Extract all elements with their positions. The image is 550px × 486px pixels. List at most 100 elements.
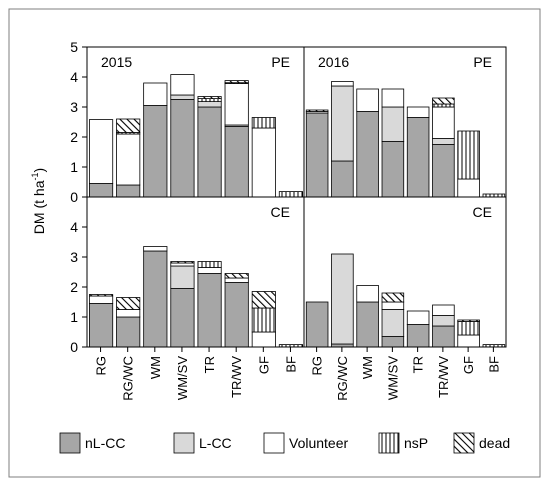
axes: 0 1 2 3 4 5 0 1 2 3 4 RG RG/WC WM WM/SV TR TR/WV GF BF RG RG… bbox=[70, 39, 507, 401]
x-tick-label: WM bbox=[148, 356, 163, 379]
bar-segment-vol bbox=[88, 295, 114, 304]
y-tick-label: 1 bbox=[70, 159, 78, 175]
y-tick-label: 4 bbox=[70, 219, 78, 235]
bar-segment-vol bbox=[170, 262, 195, 267]
x-tick-label: TR/WV bbox=[229, 356, 244, 398]
legend: nL-CC L-CC Volunteer nsP dead bbox=[59, 432, 510, 454]
bar-segment-nlcc bbox=[406, 117, 430, 198]
bar-segment-lcc bbox=[381, 106, 405, 142]
bar-segment-vol bbox=[224, 277, 249, 283]
x-tick-label: WM/SV bbox=[385, 356, 400, 400]
panel-2016-PE: PE 2016 bbox=[305, 54, 506, 198]
x-tick-label: GF bbox=[256, 356, 271, 374]
bar-segment-dead bbox=[251, 291, 276, 309]
y-tick-label: 3 bbox=[70, 249, 78, 265]
bar-segment-nlcc bbox=[197, 106, 222, 198]
bar-segment-lcc bbox=[197, 101, 222, 108]
legend-swatch bbox=[378, 432, 400, 454]
panel-corner-label: CE bbox=[473, 204, 492, 220]
bar-segment-lcc bbox=[170, 265, 195, 289]
bar-segment-dead bbox=[381, 292, 405, 303]
legend-label: L-CC bbox=[199, 435, 232, 451]
x-tick-label: RG/WC bbox=[121, 356, 136, 401]
x-tick-label: RG bbox=[94, 356, 109, 376]
y-tick-label: 0 bbox=[70, 189, 78, 205]
bar-segment-nlcc bbox=[116, 316, 141, 348]
legend-swatch bbox=[59, 432, 81, 454]
bar-segment-vol bbox=[406, 106, 430, 118]
bar-segment-dead bbox=[224, 273, 249, 279]
x-tick-label: RG/WC bbox=[335, 356, 350, 401]
legend-item-vol: Volunteer bbox=[263, 432, 348, 454]
bar-segment-vol bbox=[457, 178, 480, 198]
legend-swatch bbox=[263, 432, 285, 454]
bar-segment-dead bbox=[116, 118, 141, 133]
bar-segment-lcc bbox=[331, 85, 354, 162]
bar-segment-nlcc bbox=[88, 183, 114, 198]
legend-swatch bbox=[173, 432, 195, 454]
bar-segment-nlcc bbox=[356, 111, 379, 198]
bar-segment-vol bbox=[432, 304, 455, 316]
bar-segment-nlcc bbox=[170, 99, 195, 198]
x-tick-label: GF bbox=[461, 356, 476, 374]
figure-outer-border bbox=[8, 8, 541, 478]
bar-segment-nlcc bbox=[432, 144, 455, 198]
bar-segment-dead bbox=[116, 297, 141, 310]
panel-2016-CE: CE bbox=[305, 204, 506, 348]
bar-segment-nsp bbox=[251, 117, 276, 129]
bar-segment-lcc bbox=[331, 253, 354, 345]
y-tick-label: 3 bbox=[70, 99, 78, 115]
panel-year-label: 2015 bbox=[101, 54, 132, 70]
bar-segment-vol bbox=[381, 88, 405, 108]
bar-segment-vol bbox=[197, 267, 222, 274]
bar-segment-nsp bbox=[251, 307, 276, 333]
y-tick-label: 2 bbox=[70, 279, 78, 295]
bar-segment-vol bbox=[457, 334, 480, 348]
bar-segment-nsp bbox=[197, 261, 222, 268]
y-axis-label-sup: -1 bbox=[30, 172, 40, 180]
panels: PE 2015 PE 2016 CE CE bbox=[88, 54, 506, 348]
bar-segment-vol bbox=[251, 331, 276, 348]
y-tick-label: 0 bbox=[70, 339, 78, 355]
bar-segment-dead bbox=[432, 97, 455, 105]
bar-segment-lcc bbox=[432, 138, 455, 145]
panel-corner-label: CE bbox=[271, 204, 290, 220]
bar-segment-nlcc bbox=[305, 301, 329, 348]
legend-swatch bbox=[453, 432, 475, 454]
bar-segment-dead bbox=[88, 294, 114, 297]
y-axis-label-tail: ) bbox=[31, 168, 47, 173]
bar-segment-nlcc bbox=[143, 250, 168, 348]
bar-segment-dead bbox=[197, 96, 222, 99]
bar-segment-nlcc bbox=[197, 273, 222, 348]
legend-label: dead bbox=[479, 435, 510, 451]
bar-segment-vol bbox=[406, 310, 430, 325]
legend-item-nlcc: nL-CC bbox=[59, 432, 125, 454]
y-axis-label-main: DM (t ha bbox=[31, 180, 47, 234]
bar-segment-dead bbox=[305, 109, 329, 112]
x-tick-label: TR bbox=[202, 356, 217, 373]
bar-segment-vol bbox=[170, 74, 195, 96]
legend-label: nsP bbox=[404, 435, 428, 451]
bar-segment-nlcc bbox=[331, 160, 354, 198]
bar-segment-nlcc bbox=[432, 325, 455, 348]
bar-segment-lcc bbox=[381, 309, 405, 337]
x-tick-label: WM bbox=[360, 356, 375, 379]
bar-segment-nlcc bbox=[381, 336, 405, 348]
bar-segment-dead bbox=[224, 80, 249, 84]
legend-item-dead: dead bbox=[453, 432, 510, 454]
bar-segment-nsp bbox=[197, 98, 222, 102]
bar-segment-lcc bbox=[432, 315, 455, 327]
bar-segment-vol bbox=[432, 106, 455, 139]
bar-segment-nlcc bbox=[224, 282, 249, 348]
bar-segment-nsp bbox=[278, 191, 304, 198]
bar-segment-vol bbox=[356, 88, 379, 112]
x-tick-label: BF bbox=[486, 356, 501, 373]
bar-segment-nlcc bbox=[356, 301, 379, 348]
bar-segment-vol bbox=[116, 309, 141, 318]
bar-segment-vol bbox=[381, 301, 405, 310]
bar-segment-dead bbox=[170, 261, 195, 264]
bar-segment-vol bbox=[224, 83, 249, 126]
bar-segment-nsp bbox=[457, 321, 480, 336]
legend-item-nsp: nsP bbox=[378, 432, 428, 454]
